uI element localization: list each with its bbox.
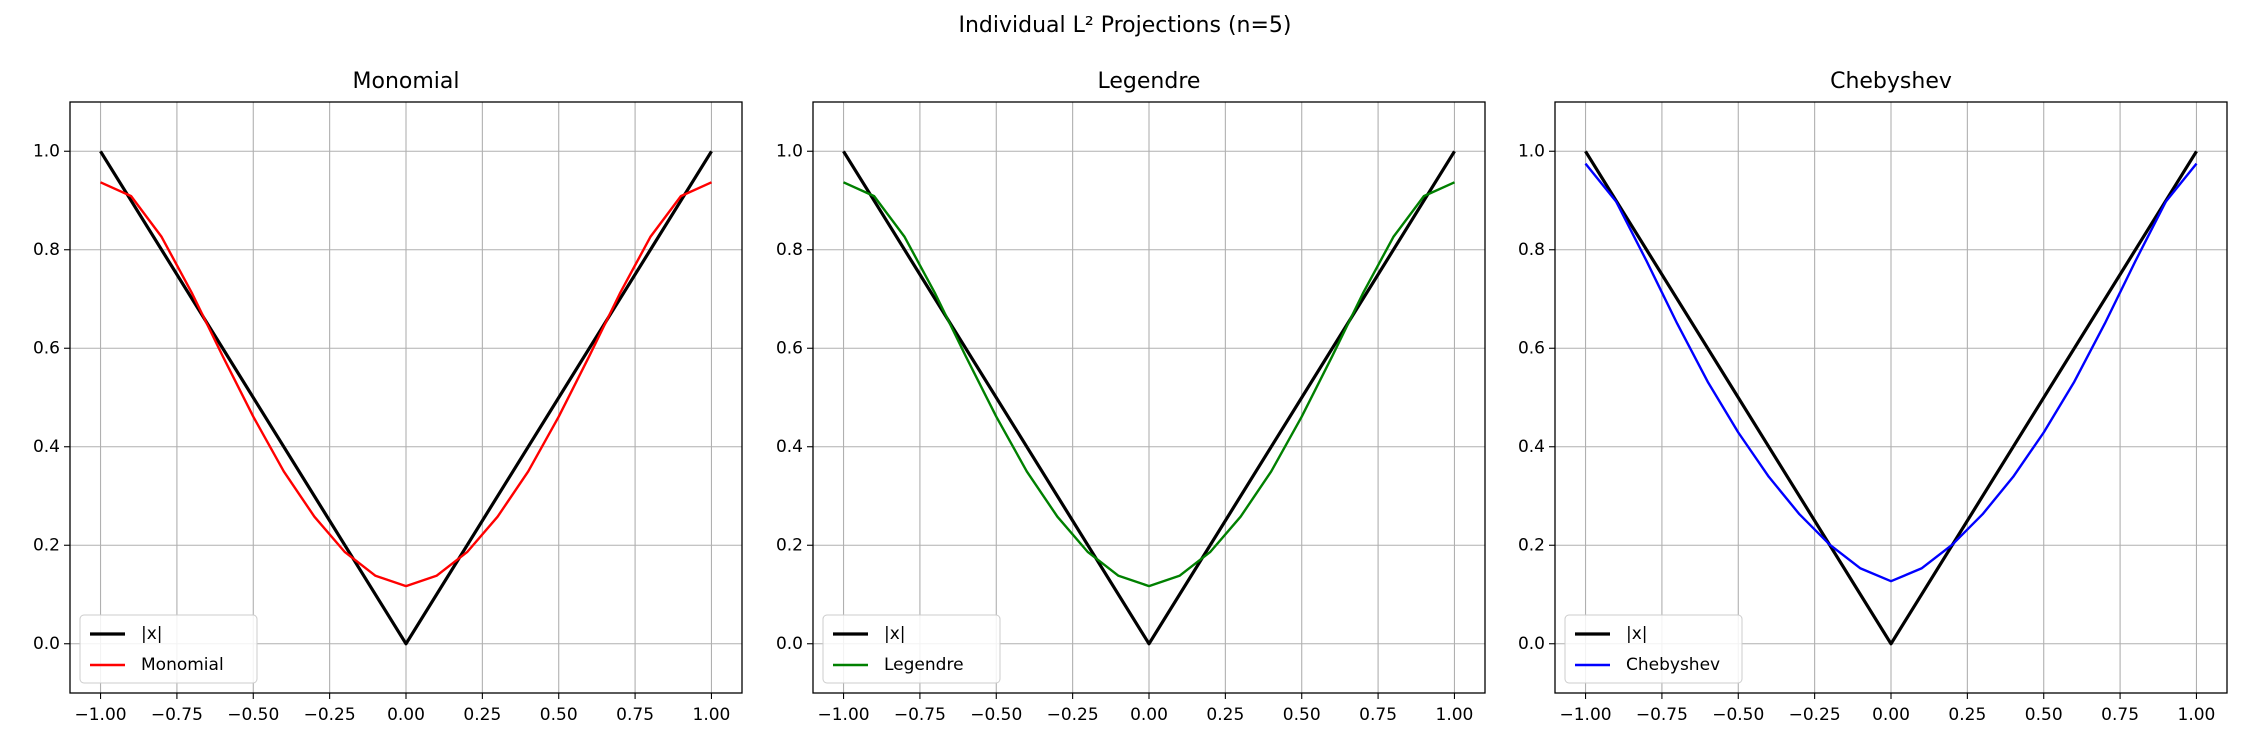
x-tick-label: −1.00	[817, 705, 869, 725]
y-tick-label: 0.8	[776, 240, 803, 260]
x-tick-label: −0.75	[894, 705, 946, 725]
x-tick-label: 1.00	[1436, 705, 1474, 725]
y-tick-label: 0.6	[33, 338, 60, 358]
x-tick-label: 0.00	[1872, 705, 1910, 725]
y-tick-label: 0.2	[776, 535, 803, 555]
series-line-chebyshev	[1584, 162, 2198, 583]
y-tick-label: 0.0	[776, 634, 803, 654]
legend-label: Chebyshev	[1626, 655, 1720, 675]
axes-frame	[69, 101, 743, 694]
y-tick-label: 0.2	[1518, 535, 1545, 555]
subplot-title: Legendre	[1098, 69, 1201, 94]
subplot-title: Chebyshev	[1830, 69, 1952, 94]
y-tick-label: 0.0	[33, 634, 60, 654]
y-tick-label: 0.2	[33, 535, 60, 555]
y-tick-label: 0.8	[33, 240, 60, 260]
y-tick-label: 0.4	[1518, 437, 1545, 457]
legend: |x| Monomial	[79, 614, 258, 684]
figure-title: Individual L² Projections (n=5)	[959, 13, 1292, 38]
y-tick-label: 0.6	[1518, 338, 1545, 358]
x-tick-label: 0.25	[1948, 705, 1986, 725]
legend-label: |x|	[884, 624, 906, 644]
subplot-title: Monomial	[353, 69, 460, 94]
x-tick-label: −1.00	[74, 705, 126, 725]
subplot-monomial: −1.00 −0.75 −0.50 −0.25 0.00 0.25 0.50 0.75 1.00…	[33, 69, 743, 725]
y-tick-label: 1.0	[33, 141, 60, 161]
x-tick-label: 0.50	[1283, 705, 1321, 725]
x-tick-label: −0.75	[151, 705, 203, 725]
legend-label: Monomial	[141, 655, 224, 675]
x-tick-label: −1.00	[1559, 705, 1611, 725]
series-line-abs-x	[1584, 150, 2198, 646]
series-line-monomial	[100, 181, 712, 588]
legend-label: Legendre	[884, 655, 964, 675]
legend-label: |x|	[1626, 624, 1648, 644]
x-tick-label: 0.25	[463, 705, 501, 725]
x-tick-label: −0.50	[970, 705, 1022, 725]
axes-frame	[812, 101, 1486, 694]
x-tick-label: 1.00	[2178, 705, 2216, 725]
x-tick-label: −0.25	[1047, 705, 1099, 725]
x-tick-label: 0.75	[2101, 705, 2139, 725]
x-tick-label: 0.50	[2025, 705, 2063, 725]
x-tick-label: −0.50	[227, 705, 279, 725]
y-tick-label: 0.4	[33, 437, 60, 457]
y-tick-label: 0.6	[776, 338, 803, 358]
axes-frame	[1554, 101, 2228, 694]
y-tick-label: 0.4	[776, 437, 803, 457]
legend-label: |x|	[141, 624, 163, 644]
x-tick-label: 0.75	[616, 705, 654, 725]
series-line-legendre	[843, 181, 1455, 588]
y-tick-label: 1.0	[1518, 141, 1545, 161]
y-tick-label: 1.0	[776, 141, 803, 161]
subplot-chebyshev: −1.00 −0.75 −0.50 −0.25 0.00 0.25 0.50 0.75 1.00…	[1518, 69, 2228, 725]
legend: |x| Legendre	[822, 614, 1001, 684]
x-tick-label: −0.25	[304, 705, 356, 725]
x-tick-label: 0.00	[1130, 705, 1168, 725]
x-tick-label: 0.75	[1359, 705, 1397, 725]
legend: |x| Chebyshev	[1564, 614, 1743, 684]
y-tick-label: 0.8	[1518, 240, 1545, 260]
subplot-legendre: −1.00 −0.75 −0.50 −0.25 0.00 0.25 0.50 0.75 1.00…	[776, 69, 1486, 725]
x-tick-label: 0.25	[1206, 705, 1244, 725]
x-tick-label: −0.25	[1789, 705, 1841, 725]
x-tick-label: −0.50	[1712, 705, 1764, 725]
x-tick-label: −0.75	[1636, 705, 1688, 725]
x-tick-label: 1.00	[693, 705, 731, 725]
x-tick-label: 0.00	[387, 705, 425, 725]
y-tick-label: 0.0	[1518, 634, 1545, 654]
x-tick-label: 0.50	[540, 705, 578, 725]
